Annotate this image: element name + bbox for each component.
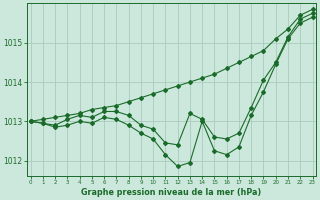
X-axis label: Graphe pression niveau de la mer (hPa): Graphe pression niveau de la mer (hPa) bbox=[81, 188, 262, 197]
